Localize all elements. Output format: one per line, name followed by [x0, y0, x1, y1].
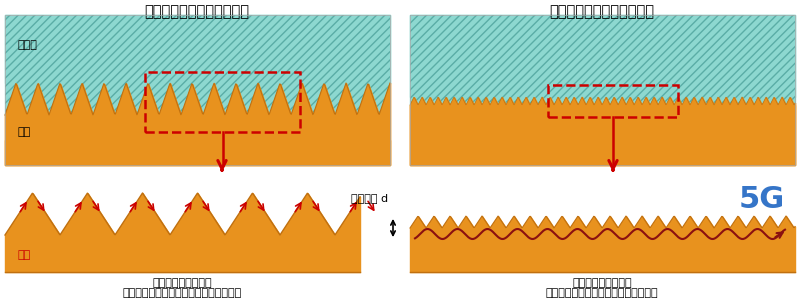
Bar [145, 72, 300, 132]
Text: 表皮深さ＜表面粗さ: 表皮深さ＜表面粗さ [152, 278, 212, 288]
Text: 回路表面の粗さが大きいと: 回路表面の粗さが大きいと [145, 4, 250, 19]
Text: 信号伝送路が長い＝信号の損失が増える: 信号伝送路が長い＝信号の損失が増える [122, 288, 242, 298]
Bar [410, 15, 795, 105]
Bar [410, 105, 795, 165]
Bar [410, 15, 795, 165]
Bar [5, 15, 390, 83]
Bar [5, 140, 390, 165]
Bar [5, 15, 390, 115]
Text: 5G: 5G [739, 185, 785, 214]
Text: 銅箔: 銅箔 [18, 127, 31, 137]
Text: 表皮深さ＞表面粗さ: 表皮深さ＞表面粗さ [572, 278, 632, 288]
Text: 回路表面の粗さが小さいと: 回路表面の粗さが小さいと [550, 4, 654, 19]
Text: 信号伝送路が短い＝信号の損失が減る: 信号伝送路が短い＝信号の損失が減る [546, 288, 658, 298]
Text: 信号: 信号 [18, 250, 31, 260]
Bar [5, 15, 390, 165]
Text: 表皮深さ d: 表皮深さ d [351, 193, 388, 203]
Bar [548, 85, 678, 117]
Bar [410, 15, 795, 97]
Text: 誘電体: 誘電体 [18, 40, 38, 50]
